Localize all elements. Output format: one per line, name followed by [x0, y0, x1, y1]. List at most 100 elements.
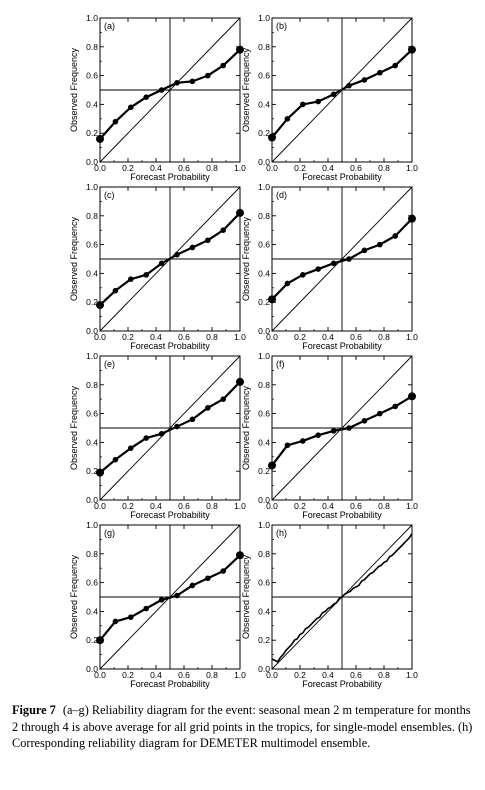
- data-point: [408, 392, 416, 401]
- panel-h: 0.0 0.2 0.4 0.6 0.8 1.0 0.0 0.2 0.4 0.6 0.8 1.0 Fore…: [241, 520, 418, 689]
- x-tick-label: 0.6: [178, 163, 190, 173]
- y-tick-label: 0.6: [86, 409, 98, 419]
- y-tick-label: 0.0: [86, 157, 98, 167]
- y-axis-label: Observed Frequency: [69, 385, 79, 470]
- x-tick-label: 0.4: [322, 163, 334, 173]
- y-tick-label: 0.4: [258, 606, 270, 616]
- y-tick-label: 0.0: [86, 495, 98, 505]
- data-point: [158, 597, 165, 603]
- x-tick-label: 0.4: [150, 163, 162, 173]
- figure-label: Figure 7: [12, 703, 56, 717]
- x-tick-label: 0.8: [378, 501, 390, 511]
- y-tick-label: 0.6: [258, 71, 270, 81]
- reliability-curve: [271, 217, 413, 301]
- reliability-curve: [99, 48, 241, 140]
- y-tick-label: 0.0: [258, 495, 270, 505]
- panel-f: 0.0 0.2 0.4 0.6 0.8 1.0 0.0 0.2 0.4 0.6 0.8 1.0 Fore…: [241, 351, 418, 520]
- data-point: [189, 416, 196, 423]
- data-point: [361, 418, 368, 424]
- data-point: [205, 575, 211, 582]
- x-tick-label: 0.0: [94, 163, 106, 173]
- x-tick-label: 0.2: [122, 163, 134, 173]
- panel-label: (c): [104, 190, 115, 200]
- data-point: [143, 605, 149, 612]
- reliability-curve: [99, 212, 241, 306]
- reliability-curve: [271, 395, 413, 467]
- data-point: [236, 377, 244, 386]
- reliability-curve: [99, 381, 241, 474]
- data-point: [330, 428, 337, 434]
- data-point: [236, 45, 244, 54]
- data-point: [377, 241, 383, 248]
- x-tick-label: 0.6: [178, 501, 190, 511]
- x-tick-label: 0.0: [266, 163, 278, 173]
- x-tick-label: 0.4: [322, 670, 334, 680]
- panel-label: (f): [276, 359, 285, 369]
- data-point: [284, 116, 291, 122]
- x-tick-label: 0.8: [206, 332, 218, 342]
- y-tick-label: 0.8: [258, 211, 270, 221]
- x-tick-label: 0.2: [294, 670, 306, 680]
- data-point: [346, 256, 352, 262]
- x-tick-label: 0.6: [350, 332, 362, 342]
- y-tick-label: 0.0: [258, 157, 270, 167]
- data-point: [361, 77, 368, 83]
- data-point: [112, 287, 119, 294]
- data-point: [96, 134, 104, 143]
- data-point: [315, 266, 322, 272]
- y-tick-label: 1.0: [258, 351, 270, 361]
- y-tick-label: 0.2: [258, 466, 270, 476]
- x-axis-label: Forecast Probability: [130, 679, 210, 689]
- panel-e: 0.0 0.2 0.4 0.6 0.8 1.0 0.0 0.2 0.4 0.6 0.8 1.0 Fore…: [69, 351, 246, 520]
- y-tick-label: 0.4: [258, 99, 270, 109]
- caption-text: (a–g) Reliability diagram for the event:…: [12, 703, 473, 751]
- y-tick-label: 0.4: [86, 606, 98, 616]
- data-point: [112, 456, 119, 463]
- x-tick-label: 1.0: [406, 332, 418, 342]
- data-point: [128, 104, 134, 111]
- y-tick-label: 0.0: [258, 326, 270, 336]
- data-point: [189, 244, 196, 251]
- data-point: [300, 272, 306, 278]
- data-point: [377, 69, 383, 76]
- panel-d: 0.0 0.2 0.4 0.6 0.8 1.0 0.0 0.2 0.4 0.6 0.8 1.0 Fore…: [241, 182, 418, 351]
- data-point: [112, 618, 119, 625]
- x-axis-label: Forecast Probability: [302, 510, 382, 520]
- data-point: [143, 272, 149, 278]
- data-point: [236, 208, 244, 217]
- data-point: [284, 280, 291, 287]
- data-point: [158, 87, 165, 93]
- data-point: [158, 260, 165, 267]
- x-tick-label: 0.0: [94, 501, 106, 511]
- panel-label: (h): [276, 528, 287, 538]
- panel-label: (d): [276, 190, 287, 200]
- data-point: [143, 94, 149, 100]
- data-point: [330, 260, 337, 267]
- data-point: [268, 461, 276, 470]
- y-tick-label: 0.0: [86, 326, 98, 336]
- reliability-diagram-figure: 0.0 0.2 0.4 0.6 0.8 1.0 0.0 0.2 0.4 0.6 0.8 1.0 Fore…: [69, 13, 418, 689]
- data-point: [220, 227, 226, 233]
- data-point: [330, 91, 337, 98]
- y-axis-label: Observed Frequency: [241, 216, 251, 301]
- data-point: [158, 430, 165, 437]
- data-point: [96, 468, 104, 477]
- data-point: [189, 582, 196, 589]
- y-axis-label: Observed Frequency: [69, 554, 79, 639]
- y-tick-label: 1.0: [86, 13, 98, 23]
- y-tick-label: 0.4: [86, 99, 98, 109]
- data-point: [284, 442, 291, 449]
- y-tick-label: 0.6: [258, 240, 270, 250]
- data-point: [268, 133, 276, 142]
- data-point: [377, 410, 383, 417]
- x-tick-label: 1.0: [234, 332, 246, 342]
- x-tick-label: 1.0: [234, 670, 246, 680]
- data-point: [220, 396, 226, 403]
- data-point: [300, 438, 306, 444]
- x-tick-label: 0.2: [122, 501, 134, 511]
- data-point: [220, 568, 226, 574]
- data-point: [268, 295, 276, 304]
- y-tick-label: 0.6: [258, 409, 270, 419]
- y-tick-label: 0.2: [258, 128, 270, 138]
- y-tick-label: 0.4: [258, 268, 270, 278]
